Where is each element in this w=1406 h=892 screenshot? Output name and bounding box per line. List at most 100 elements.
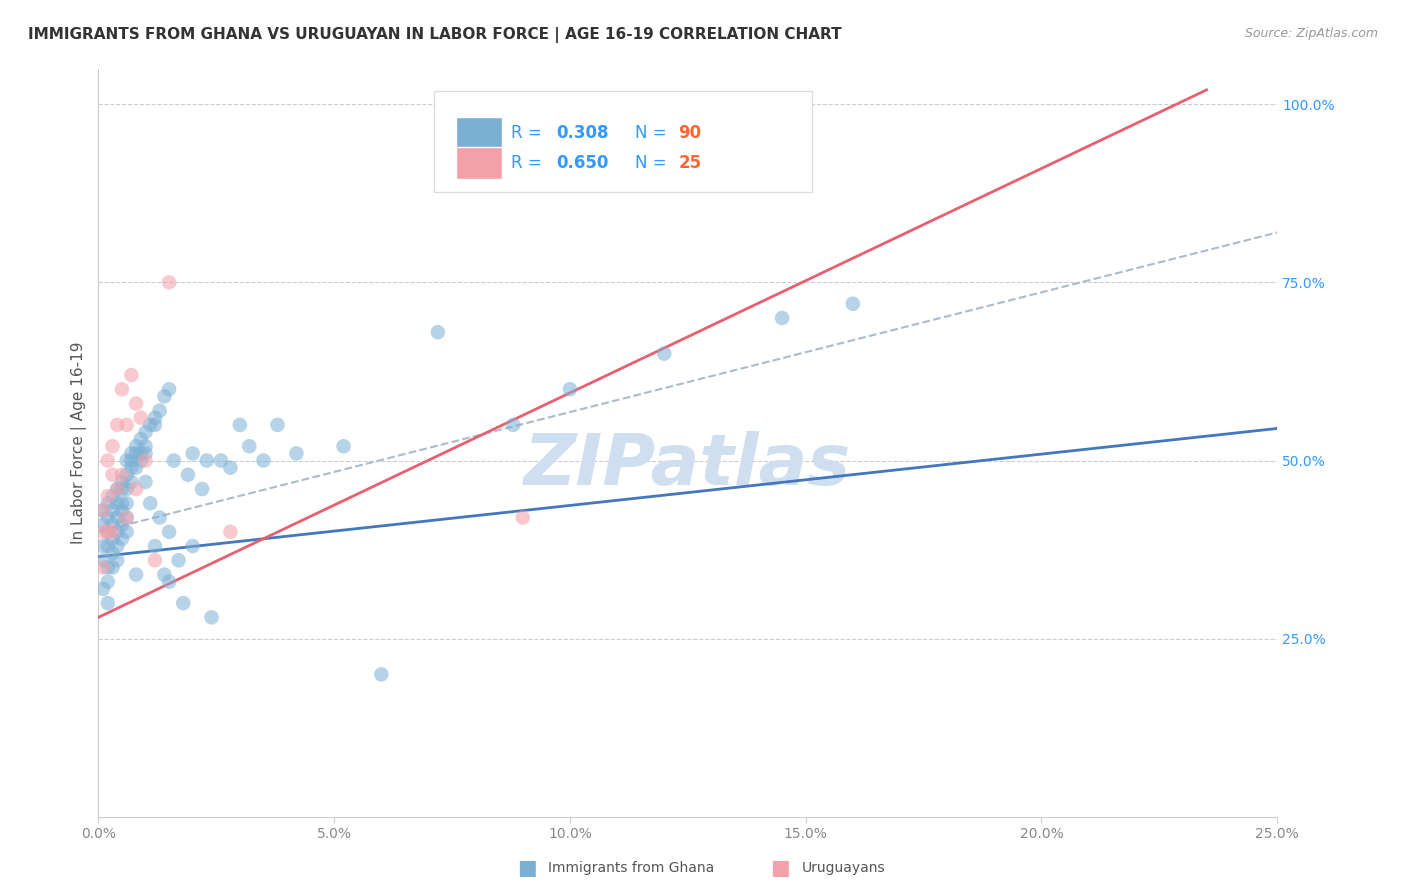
Point [748, 97, 770, 112]
Point [129, 410, 152, 425]
Point [111, 517, 134, 532]
Point [177, 467, 200, 482]
Point [157, 524, 180, 539]
Point [97, 539, 120, 553]
Point [101, 489, 124, 503]
Point [91, 517, 114, 532]
Text: Uruguayans: Uruguayans [801, 861, 884, 875]
Point [101, 524, 124, 539]
Point [97, 510, 120, 524]
Point [139, 417, 162, 432]
Point [134, 453, 156, 467]
Point [134, 475, 156, 489]
Point [134, 439, 156, 453]
Point [229, 417, 252, 432]
Point [134, 425, 156, 439]
Point [502, 417, 524, 432]
Point [105, 524, 128, 539]
Point [842, 297, 865, 311]
Point [209, 453, 232, 467]
Point [558, 382, 581, 396]
Point [91, 503, 114, 517]
Point [91, 539, 114, 553]
Point [134, 446, 156, 460]
Point [125, 396, 148, 410]
Point [115, 482, 138, 496]
Point [426, 325, 449, 339]
Point [167, 553, 190, 567]
Point [91, 524, 114, 539]
Point [105, 482, 128, 496]
FancyBboxPatch shape [456, 147, 502, 178]
Point [101, 439, 124, 453]
Point [143, 553, 166, 567]
Point [111, 475, 134, 489]
Point [97, 560, 120, 574]
Point [105, 482, 128, 496]
Point [266, 417, 288, 432]
Point [105, 496, 128, 510]
Point [101, 532, 124, 546]
Point [105, 553, 128, 567]
Text: 0.650: 0.650 [555, 153, 609, 172]
Point [111, 496, 134, 510]
Point [97, 596, 120, 610]
Point [91, 503, 114, 517]
Text: 25: 25 [678, 153, 702, 172]
Text: ■: ■ [770, 858, 790, 878]
Text: 0.308: 0.308 [555, 124, 609, 142]
Point [195, 453, 218, 467]
Text: N =: N = [634, 124, 672, 142]
Point [125, 439, 148, 453]
Point [125, 460, 148, 475]
Point [120, 460, 142, 475]
Point [153, 389, 176, 403]
Point [91, 553, 114, 567]
Point [652, 346, 675, 360]
Point [115, 417, 138, 432]
Point [97, 524, 120, 539]
Point [115, 496, 138, 510]
Point [181, 446, 204, 460]
Point [238, 439, 260, 453]
Point [139, 496, 162, 510]
Point [105, 417, 128, 432]
Point [143, 410, 166, 425]
Point [115, 510, 138, 524]
Point [181, 539, 204, 553]
Point [512, 510, 534, 524]
Point [115, 524, 138, 539]
Point [97, 496, 120, 510]
Point [101, 503, 124, 517]
Point [125, 567, 148, 582]
Point [111, 467, 134, 482]
Point [129, 453, 152, 467]
Point [157, 382, 180, 396]
Text: Immigrants from Ghana: Immigrants from Ghana [548, 861, 714, 875]
Point [129, 432, 152, 446]
Point [157, 276, 180, 290]
Point [101, 517, 124, 532]
Point [115, 467, 138, 482]
Text: IMMIGRANTS FROM GHANA VS URUGUAYAN IN LABOR FORCE | AGE 16-19 CORRELATION CHART: IMMIGRANTS FROM GHANA VS URUGUAYAN IN LA… [28, 27, 842, 43]
Point [172, 596, 194, 610]
Point [153, 567, 176, 582]
Point [120, 446, 142, 460]
Point [115, 510, 138, 524]
Point [163, 453, 186, 467]
Point [125, 446, 148, 460]
Point [120, 475, 142, 489]
Point [97, 489, 120, 503]
Point [157, 574, 180, 589]
Point [97, 524, 120, 539]
Point [97, 574, 120, 589]
Y-axis label: In Labor Force | Age 16-19: In Labor Force | Age 16-19 [72, 342, 87, 544]
Point [149, 510, 172, 524]
Text: ZIPatlas: ZIPatlas [524, 431, 852, 500]
Point [770, 310, 793, 325]
Point [120, 453, 142, 467]
Point [115, 453, 138, 467]
Point [125, 482, 148, 496]
Point [91, 560, 114, 574]
Point [200, 610, 222, 624]
